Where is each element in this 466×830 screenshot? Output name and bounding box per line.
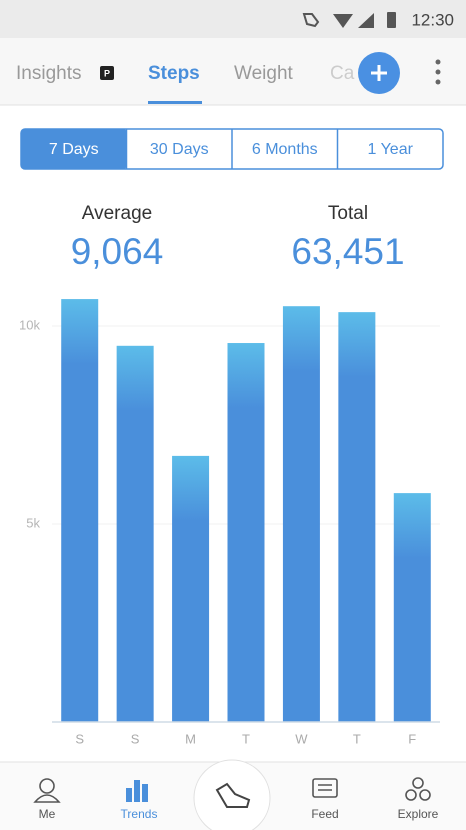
bar: [116, 345, 154, 722]
me-icon: [33, 778, 61, 803]
y-tick-label: 5k: [26, 515, 40, 530]
nav-item[interactable]: Me: [39, 807, 56, 821]
y-tick-label: 10k: [19, 317, 40, 332]
status-bar: [0, 0, 466, 38]
nav-item[interactable]: Feed: [311, 807, 338, 821]
nav-item[interactable]: Explore: [398, 807, 439, 821]
range-active: [21, 129, 127, 169]
status-icons: [302, 12, 396, 28]
range-tab[interactable]: 30 Days: [150, 141, 209, 158]
stat-value: 63,451: [291, 231, 404, 272]
explore-icon: [405, 777, 431, 801]
bar: [393, 493, 431, 722]
plus-icon: [371, 65, 387, 81]
x-tick-label: T: [242, 731, 250, 746]
feed-icon: [312, 778, 338, 798]
x-tick-label: S: [75, 731, 84, 746]
bar: [282, 306, 320, 722]
bar: [338, 312, 376, 722]
chart: 5k 10k S S M T W T F: [19, 299, 440, 746]
tab[interactable]: Insights: [16, 63, 81, 84]
x-tick-label: M: [185, 731, 196, 746]
tab-indicator: [148, 101, 202, 104]
premium-glyph: P: [104, 68, 110, 78]
bar: [172, 455, 210, 722]
premium-icon: [100, 66, 114, 80]
bar: [61, 299, 99, 722]
track-button[interactable]: [193, 759, 271, 830]
x-tick-label: S: [131, 731, 140, 746]
bar: [227, 343, 265, 722]
clock: 12:30: [411, 10, 454, 29]
stat-label: Average: [82, 203, 152, 224]
x-tick-label: F: [408, 731, 416, 746]
tab[interactable]: Weight: [234, 63, 294, 84]
x-tick-label: T: [353, 731, 361, 746]
range-tab[interactable]: 7 Days: [49, 141, 99, 158]
trends-icon: [126, 780, 148, 802]
tab-active[interactable]: Steps: [148, 63, 200, 84]
tab[interactable]: Ca: [330, 63, 355, 84]
shoe-icon: [215, 782, 251, 808]
range-tab[interactable]: 6 Months: [252, 141, 318, 158]
range-selector: 7 Days 30 Days 6 Months 1 Year: [20, 128, 444, 170]
stat-value: 9,064: [71, 231, 164, 272]
stat-label: Total: [328, 203, 368, 224]
nav-item[interactable]: Trends: [121, 807, 158, 821]
x-tick-label: W: [295, 731, 308, 746]
range-tab[interactable]: 1 Year: [368, 141, 414, 158]
menu-button[interactable]: [435, 59, 441, 85]
